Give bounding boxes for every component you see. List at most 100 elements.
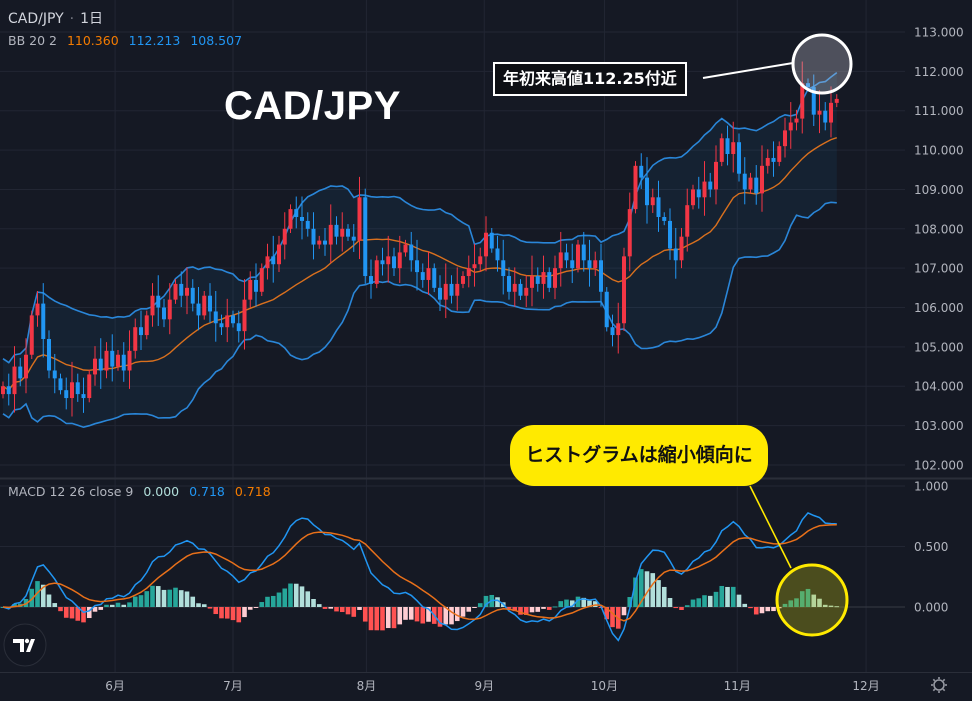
candle[interactable] <box>75 373 80 402</box>
candle[interactable] <box>714 145 718 205</box>
candle[interactable] <box>369 259 373 299</box>
candle[interactable] <box>512 267 517 307</box>
candle[interactable] <box>484 216 488 272</box>
candle[interactable] <box>254 263 258 307</box>
candle[interactable] <box>708 172 713 198</box>
candle[interactable] <box>144 310 149 340</box>
candle[interactable] <box>64 377 69 410</box>
candle[interactable] <box>277 235 281 273</box>
candle[interactable] <box>271 235 276 283</box>
candle[interactable] <box>656 180 661 232</box>
candle[interactable] <box>133 318 138 359</box>
candle[interactable] <box>800 61 805 134</box>
candle[interactable] <box>351 224 356 252</box>
candle[interactable] <box>70 361 74 417</box>
candle[interactable] <box>104 342 109 379</box>
candle[interactable] <box>213 290 218 342</box>
candle[interactable] <box>300 196 304 240</box>
candle[interactable] <box>167 283 172 335</box>
candle[interactable] <box>633 161 638 214</box>
candle[interactable] <box>185 267 189 315</box>
candle[interactable] <box>530 255 534 307</box>
candle[interactable] <box>834 94 839 108</box>
candle[interactable] <box>409 231 414 272</box>
candle[interactable] <box>696 176 701 209</box>
candle[interactable] <box>311 212 316 260</box>
candle[interactable] <box>725 125 730 166</box>
candle[interactable] <box>788 102 793 149</box>
symbol-legend[interactable]: CAD/JPY · 1日 <box>8 8 109 28</box>
candle[interactable] <box>116 350 120 371</box>
candle[interactable] <box>127 330 132 389</box>
candle[interactable] <box>777 141 782 167</box>
candle[interactable] <box>616 302 621 354</box>
candle[interactable] <box>794 109 799 131</box>
candle[interactable] <box>581 231 586 272</box>
candle[interactable] <box>29 310 34 360</box>
gear-icon[interactable] <box>931 677 947 693</box>
candle[interactable] <box>139 310 143 350</box>
candle[interactable] <box>765 149 770 174</box>
candle[interactable] <box>98 338 103 389</box>
candle[interactable] <box>587 239 592 287</box>
candle[interactable] <box>386 235 391 283</box>
candle[interactable] <box>340 212 345 252</box>
candle[interactable] <box>719 133 724 167</box>
candle[interactable] <box>679 228 684 269</box>
candle[interactable] <box>627 192 632 272</box>
candle[interactable] <box>334 216 339 245</box>
candle[interactable] <box>558 231 563 287</box>
candle[interactable] <box>190 279 195 312</box>
candle[interactable] <box>87 369 92 403</box>
candle[interactable] <box>501 239 506 295</box>
candle[interactable] <box>392 247 396 276</box>
candle[interactable] <box>121 342 126 382</box>
candle[interactable] <box>380 247 385 276</box>
candle[interactable] <box>363 188 368 284</box>
candle[interactable] <box>317 235 322 249</box>
candle[interactable] <box>179 271 184 308</box>
candle[interactable] <box>265 243 270 280</box>
candle[interactable] <box>438 275 442 311</box>
candle[interactable] <box>150 283 155 327</box>
candle[interactable] <box>478 247 483 273</box>
candle[interactable] <box>811 74 816 126</box>
candle[interactable] <box>219 314 224 335</box>
candle[interactable] <box>346 224 350 241</box>
candle[interactable] <box>24 338 28 394</box>
candle[interactable] <box>231 310 235 328</box>
candle[interactable] <box>156 275 161 326</box>
candle[interactable] <box>650 188 655 213</box>
candle[interactable] <box>507 267 511 300</box>
candle[interactable] <box>461 271 465 289</box>
candle[interactable] <box>323 228 327 256</box>
candle[interactable] <box>328 204 333 263</box>
candle[interactable] <box>420 263 425 288</box>
price-pane[interactable] <box>1 61 839 429</box>
candle[interactable] <box>374 255 379 289</box>
candle[interactable] <box>18 357 23 387</box>
candle[interactable] <box>535 267 540 292</box>
candle[interactable] <box>639 153 644 189</box>
candle[interactable] <box>742 157 747 205</box>
candle[interactable] <box>466 255 471 288</box>
candle[interactable] <box>41 283 46 358</box>
candle[interactable] <box>403 239 408 257</box>
candle[interactable] <box>432 263 437 293</box>
candle[interactable] <box>702 161 707 216</box>
candle[interactable] <box>294 196 299 229</box>
candle[interactable] <box>645 157 649 224</box>
candle[interactable] <box>81 377 86 413</box>
candle[interactable] <box>202 290 207 320</box>
candle[interactable] <box>443 263 448 319</box>
candle[interactable] <box>52 353 57 394</box>
tradingview-logo[interactable] <box>3 623 47 667</box>
candle[interactable] <box>282 212 287 260</box>
candle[interactable] <box>518 279 523 300</box>
candle[interactable] <box>754 165 759 205</box>
candle[interactable] <box>737 133 741 182</box>
candle[interactable] <box>6 373 11 406</box>
candle[interactable] <box>173 279 178 304</box>
candle[interactable] <box>817 90 822 134</box>
